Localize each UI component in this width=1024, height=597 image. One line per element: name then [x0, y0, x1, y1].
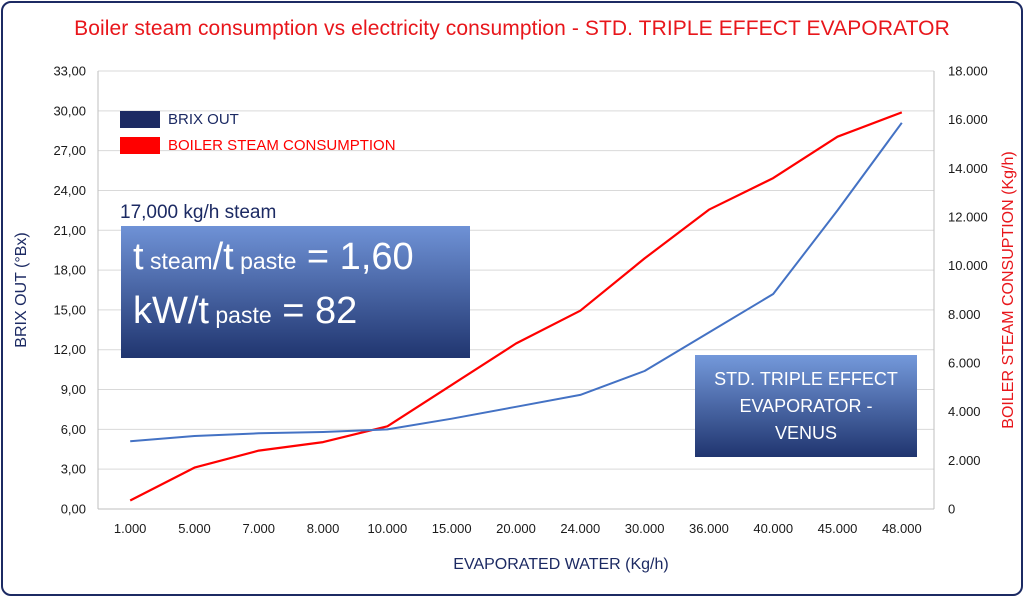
y-right-tick-label: 0 [948, 502, 955, 517]
steam-ratio-paste: paste [233, 248, 297, 274]
y-left-tick-label: 3,00 [61, 462, 86, 477]
evaporator-label-line: VENUS [774, 422, 837, 443]
y-right-tick-label: 4.000 [948, 404, 981, 419]
steam-note: 17,000 kg/h steam [120, 202, 277, 223]
y-right-tick-label: 2.000 [948, 453, 981, 468]
evaporator-label-line: EVAPORATOR - [739, 395, 873, 416]
y-left-tick-label: 30,00 [53, 103, 86, 118]
steam-ratio-value: = 1,60 [296, 236, 414, 278]
y-right-tick-label: 14.000 [948, 161, 988, 176]
series-line-brix-out [130, 122, 903, 443]
x-tick-label: 8.000 [307, 521, 340, 536]
legend-label-steam: BOILER STEAM CONSUMPTION [168, 136, 396, 154]
x-tick-label: 36.000 [689, 521, 729, 536]
chart-title: Boiler steam consumption vs electricity … [74, 17, 950, 40]
legend-item-brix: BRIX OUT [120, 106, 396, 132]
legend: BRIX OUT BOILER STEAM CONSUMPTION [120, 106, 396, 158]
y-right-tick-label: 10.000 [948, 258, 988, 273]
y-left-tick-label: 21,00 [53, 223, 86, 238]
x-tick-label: 40.000 [753, 521, 793, 536]
x-tick-label: 1.000 [114, 521, 147, 536]
power-ratio-value: = 82 [271, 290, 358, 332]
steam-ratio-line: t steam/t paste = 1,60 [133, 236, 414, 279]
evaporator-label-line: STD. TRIPLE EFFECT [714, 368, 898, 389]
x-tick-label: 30.000 [625, 521, 665, 536]
x-tick-label: 15.000 [432, 521, 472, 536]
y-left-tick-label: 24,00 [53, 183, 86, 198]
ratio-annotation-box: t steam/t paste = 1,60 kW/t paste = 82 [121, 226, 470, 358]
steam-ratio-steam: steam [143, 248, 213, 274]
series-line-steam-consumption [129, 111, 903, 502]
y-left-tick-label: 0,00 [61, 502, 86, 517]
y-left-tick-label: 15,00 [53, 302, 86, 317]
x-tick-label: 5.000 [178, 521, 211, 536]
y-left-axis-title: BRIX OUT (°Bx) [13, 232, 30, 347]
power-ratio-kwt: kW/t [133, 290, 209, 332]
power-ratio-line: kW/t paste = 82 [133, 290, 357, 333]
y-left-tick-label: 9,00 [61, 382, 86, 397]
x-tick-label: 20.000 [496, 521, 536, 536]
x-axis-title: EVAPORATED WATER (Kg/h) [453, 556, 668, 573]
x-tick-label: 48.000 [882, 521, 922, 536]
y-right-tick-label: 8.000 [948, 307, 981, 322]
x-tick-label: 24.000 [560, 521, 600, 536]
legend-swatch-steam [120, 136, 160, 154]
legend-swatch-brix [120, 110, 160, 128]
y-right-tick-label: 18.000 [948, 64, 988, 79]
power-ratio-paste: paste [208, 302, 272, 328]
y-right-tick-label: 16.000 [948, 112, 988, 127]
x-tick-label: 7.000 [242, 521, 275, 536]
x-tick-label: 45.000 [818, 521, 858, 536]
steam-ratio-slash-t: /t [212, 236, 234, 278]
legend-item-steam: BOILER STEAM CONSUMPTION [120, 132, 396, 158]
y-right-axis-title: BOILER STEAM CONSUPTION (Kg/h) [1000, 151, 1017, 428]
legend-label-brix: BRIX OUT [168, 110, 239, 128]
y-right-tick-label: 12.000 [948, 210, 988, 225]
y-left-tick-label: 33,00 [53, 64, 86, 79]
x-tick-label: 10.000 [368, 521, 408, 536]
y-left-tick-label: 27,00 [53, 143, 86, 158]
evaporator-label-box: STD. TRIPLE EFFECT EVAPORATOR - VENUS [695, 355, 917, 457]
steam-ratio-t: t [133, 236, 144, 278]
y-right-tick-label: 6.000 [948, 356, 981, 371]
y-left-tick-label: 12,00 [53, 342, 86, 357]
y-left-tick-label: 6,00 [61, 422, 86, 437]
y-left-tick-label: 18,00 [53, 263, 86, 278]
